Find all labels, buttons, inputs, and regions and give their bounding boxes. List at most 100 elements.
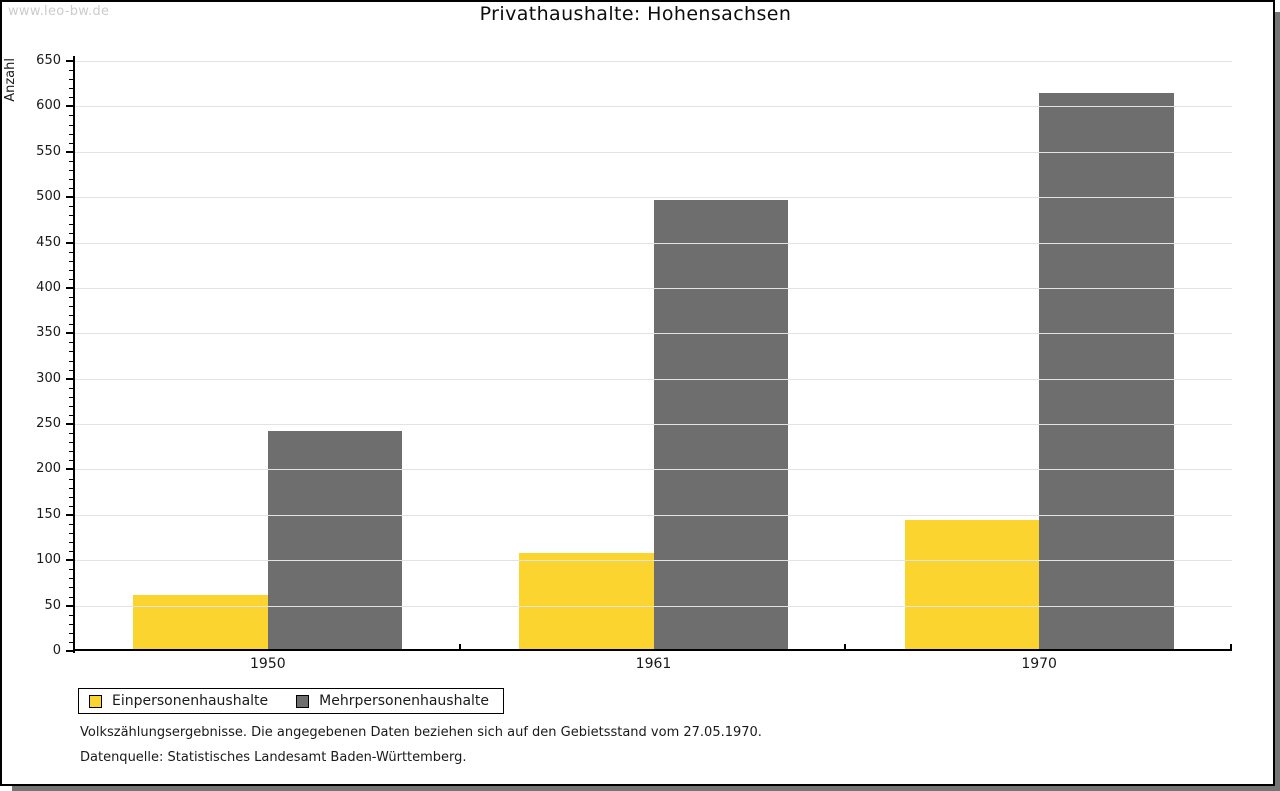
- y-minor-tick: [69, 188, 74, 190]
- gridline: [75, 378, 1232, 380]
- y-tick-label: 650: [36, 53, 61, 68]
- y-minor-tick: [69, 88, 74, 90]
- chart-title: Privathaushalte: Hohensachsen: [479, 3, 792, 25]
- x-tick-label-1950: 1950: [250, 656, 286, 672]
- y-minor-tick: [69, 505, 74, 507]
- y-major-tick: [66, 513, 74, 516]
- bar-einpersonenhaushalte-1970: [904, 520, 1040, 649]
- legend-swatch-einpersonenhaushalte: [89, 694, 102, 708]
- y-minor-tick: [69, 306, 74, 308]
- y-minor-tick: [69, 215, 74, 217]
- gridline: [75, 61, 1232, 62]
- bar-einpersonenhaushalte-1961: [519, 552, 654, 649]
- y-minor-tick: [69, 297, 74, 298]
- y-minor-tick: [69, 632, 74, 634]
- y-minor-tick: [69, 551, 74, 553]
- y-tick-label: 200: [36, 461, 61, 477]
- x-axis-line: [73, 649, 1232, 651]
- y-tick-label: 550: [36, 143, 61, 159]
- gridline: [75, 605, 1232, 607]
- gridline: [75, 469, 1232, 471]
- y-tick-label: 500: [36, 189, 61, 205]
- x-tick-label-1970: 1970: [1021, 656, 1057, 672]
- y-tick-label: 50: [44, 597, 61, 613]
- gridline: [75, 242, 1232, 244]
- y-minor-tick: [69, 396, 74, 398]
- y-minor-tick: [69, 641, 74, 643]
- y-major-tick: [66, 332, 74, 335]
- y-minor-tick: [69, 169, 74, 171]
- y-minor-tick: [69, 324, 74, 326]
- y-minor-tick: [69, 523, 74, 525]
- x-tick-label-1961: 1961: [635, 656, 672, 672]
- y-major-tick: [66, 604, 74, 607]
- legend-item-einpersonenhaushalte: Einpersonenhaushalte: [89, 693, 268, 709]
- gridline: [75, 106, 1232, 108]
- y-minor-tick: [69, 542, 74, 544]
- x-boundary-tick: [844, 644, 846, 649]
- y-minor-tick: [69, 124, 74, 126]
- y-minor-tick: [69, 269, 74, 271]
- y-major-tick: [66, 150, 74, 153]
- y-minor-tick: [69, 342, 74, 344]
- y-tick-label: 350: [36, 325, 61, 341]
- y-minor-tick: [69, 369, 74, 371]
- legend-label-mehrpersonenhaushalte: Mehrpersonenhaushalte: [319, 693, 490, 709]
- legend: Einpersonenhaushalte Mehrpersonenhaushal…: [78, 688, 505, 714]
- y-major-tick: [66, 105, 74, 108]
- y-minor-tick: [69, 70, 74, 72]
- gridline: [75, 333, 1232, 335]
- y-minor-tick: [69, 442, 74, 444]
- y-minor-tick: [69, 97, 74, 99]
- y-minor-tick: [69, 79, 74, 81]
- y-tick-label: 450: [36, 234, 61, 250]
- y-minor-tick: [69, 587, 74, 589]
- y-minor-tick: [69, 315, 74, 317]
- y-tick-label: 600: [36, 98, 61, 114]
- gridline: [75, 424, 1232, 426]
- y-axis-line: [73, 56, 75, 653]
- y-minor-tick: [69, 405, 74, 407]
- y-minor-tick: [69, 569, 74, 571]
- bar-mehrpersonenhaushalte-1970: [1039, 92, 1174, 649]
- x-boundary-tick: [1230, 644, 1232, 649]
- gridline: [75, 560, 1232, 562]
- y-minor-tick: [69, 133, 74, 135]
- frame-shadow-bottom: [12, 786, 1280, 791]
- y-minor-tick: [69, 260, 74, 262]
- y-minor-tick: [69, 623, 74, 625]
- y-minor-tick: [69, 487, 74, 489]
- y-tick-label: 300: [36, 370, 61, 386]
- y-minor-tick: [69, 206, 74, 208]
- y-minor-tick: [69, 224, 74, 226]
- y-minor-tick: [69, 360, 74, 362]
- y-major-tick: [66, 286, 74, 289]
- y-tick-label: 400: [36, 279, 61, 295]
- y-minor-tick: [69, 533, 74, 534]
- y-major-tick: [66, 650, 74, 652]
- y-minor-tick: [69, 160, 74, 162]
- y-tick-label: 0: [52, 643, 61, 658]
- y-major-tick: [66, 241, 74, 244]
- footnote-data-source: Datenquelle: Statistisches Landesamt Bad…: [80, 750, 467, 765]
- y-minor-tick: [69, 233, 74, 235]
- y-minor-tick: [69, 415, 74, 416]
- legend-label-einpersonenhaushalte: Einpersonenhaushalte: [112, 693, 269, 709]
- y-minor-tick: [69, 251, 74, 253]
- frame-shadow-right: [1275, 12, 1280, 791]
- y-major-tick: [66, 60, 74, 62]
- y-minor-tick: [69, 478, 74, 480]
- gridline: [75, 514, 1232, 516]
- bar-einpersonenhaushalte-1950: [133, 595, 268, 649]
- bar-mehrpersonenhaushalte-1950: [267, 431, 403, 649]
- y-major-tick: [66, 559, 74, 562]
- y-major-tick: [66, 377, 74, 380]
- y-minor-tick: [69, 351, 74, 353]
- y-minor-tick: [69, 142, 74, 144]
- y-minor-tick: [69, 614, 74, 616]
- y-major-tick: [66, 468, 74, 471]
- y-minor-tick: [69, 578, 74, 580]
- y-minor-tick: [69, 451, 74, 453]
- legend-item-mehrpersonenhaushalte: Mehrpersonenhaushalte: [296, 693, 489, 709]
